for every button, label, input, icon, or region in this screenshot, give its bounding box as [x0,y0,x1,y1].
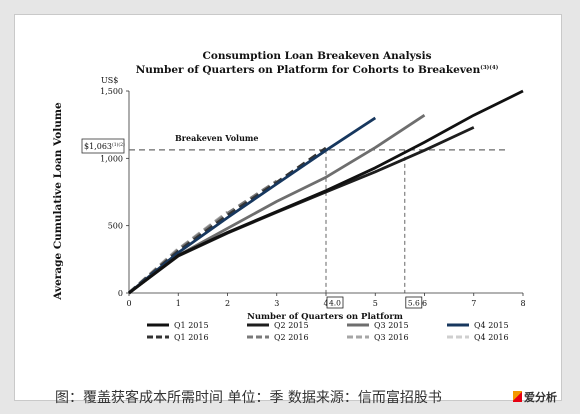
y-tick-label: 500 [108,222,123,231]
breakeven-value-note: (1)(2) [112,141,125,148]
legend-label: Q1 2016 [174,333,209,342]
legend-label: Q1 2015 [174,321,209,330]
figure-caption: 图：覆盖获客成本所需时间 单位：季 数据来源：信而富招股书 [55,390,442,406]
legend-label: Q2 2015 [274,321,309,330]
chart-card: Consumption Loan Breakeven Analysis Numb… [14,14,562,406]
chart-title: Consumption Loan Breakeven Analysis [202,50,431,62]
chart-subtitle: Number of Quarters on Platform for Cohor… [136,64,499,76]
breakeven-marker-label: 4.0 [329,299,341,308]
breakeven-label: Breakeven Volume [175,133,258,143]
x-axis-label: Number of Quarters on Platform [247,312,403,322]
series-line-q4-2015 [128,116,377,295]
brand-logo: 爱分析 [513,389,557,405]
series-line-q1-2015 [128,89,524,295]
legend-label: Q3 2015 [374,321,409,330]
x-tick-label: 4 [323,299,328,308]
y-tick-label: 1,500 [100,87,123,96]
x-tick-label: 7 [471,299,476,308]
brand-name: 爱分析 [524,391,557,404]
y-unit-label: US$ [101,76,118,85]
breakeven-marker-label: 5.6 [408,299,420,308]
breakeven-value: $1,063 [84,142,112,151]
x-tick-label: 5 [373,299,378,308]
x-tick-label: 6 [422,299,427,308]
x-tick-label: 3 [274,299,279,308]
legend-label: Q4 2015 [474,321,509,330]
x-tick-label: 2 [225,299,230,308]
axes: 0 1 2 3 4 5 6 7 8 0 500 1,000 1,500 [100,87,525,308]
x-tick-label: 8 [520,299,525,308]
breakeven-reference: 4.0 5.6 [129,149,509,309]
x-tick-label: 1 [176,299,181,308]
series-line-q3-2015 [128,114,426,295]
series-line-q2-2015 [128,126,475,295]
legend-label: Q3 2016 [374,333,409,342]
y-tick-label: 0 [118,289,123,298]
breakeven-marker-box [405,296,423,309]
legend-label: Q2 2016 [274,333,309,342]
brand-icon [513,391,522,402]
chart: Consumption Loan Breakeven Analysis Numb… [52,50,526,342]
legend-label: Q4 2016 [474,333,509,342]
x-tick-label: 0 [126,299,131,308]
chart-subtitle-note: (3)(4) [480,64,498,71]
chart-subtitle-text: Number of Quarters on Platform for Cohor… [136,64,481,76]
breakeven-marker-box [326,296,344,309]
series-lines [127,89,524,295]
breakeven-value-frame [81,138,125,154]
breakeven-value-box: $1,063(1)(2) [81,138,125,154]
y-tick-label: 1,000 [100,154,123,163]
breakeven-value-text: $1,063(1)(2) [84,141,125,151]
y-axis-label: Average Cumulative Loan Volume [52,102,64,301]
legend: Q1 2015 Q2 2015 Q3 2015 Q4 2015 Q1 2016 Q2 20… [147,321,509,342]
